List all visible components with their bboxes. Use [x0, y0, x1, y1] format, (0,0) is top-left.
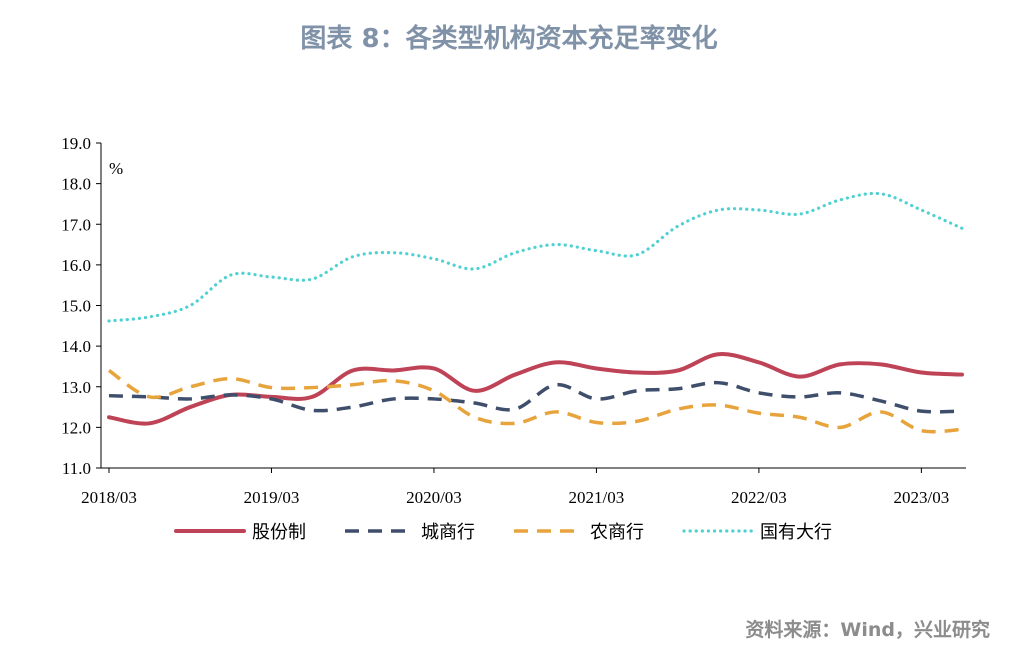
y-tick-label: 18.0: [61, 175, 91, 194]
series-line-2: [107, 369, 963, 434]
y-tick-label: 15.0: [61, 297, 91, 316]
legend-label-2: 农商行: [590, 522, 644, 543]
y-axis-unit: %: [109, 159, 123, 178]
x-tick-label: 2018/03: [81, 488, 137, 507]
x-tick-label: 2021/03: [569, 488, 625, 507]
y-tick-label: 11.0: [62, 459, 91, 478]
x-tick-label: 2020/03: [406, 488, 462, 507]
series-line-0: [107, 352, 964, 426]
y-tick-label: 17.0: [61, 215, 91, 234]
legend-label-0: 股份制: [252, 522, 306, 543]
legend-label-3: 国有大行: [760, 522, 832, 543]
chart-title: 图表 8：各类型机构资本充足率变化: [300, 24, 718, 54]
source-note: 资料来源：Wind，兴业研究: [745, 619, 990, 641]
series-line-3: [107, 191, 964, 323]
x-tick-label: 2022/03: [731, 488, 787, 507]
axes: 11.0 12.0 13.0 14.0 15.0 16.0 17.0 18.0 19.0% 201…: [61, 134, 966, 507]
y-tick-label: 13.0: [61, 378, 91, 397]
y-tick-label: 12.0: [61, 418, 91, 437]
y-tick-label: 19.0: [61, 134, 91, 153]
legend-label-1: 城商行: [421, 522, 475, 543]
y-tick-label: 14.0: [61, 337, 91, 356]
series-line-1: [108, 380, 963, 414]
series-layer: [107, 191, 964, 434]
y-tick-label: 16.0: [61, 256, 91, 275]
x-tick-label: 2019/03: [244, 488, 300, 507]
x-tick-label: 2023/03: [894, 488, 950, 507]
legend: 股份制 城商行 农商行 国有大行: [174, 522, 832, 543]
